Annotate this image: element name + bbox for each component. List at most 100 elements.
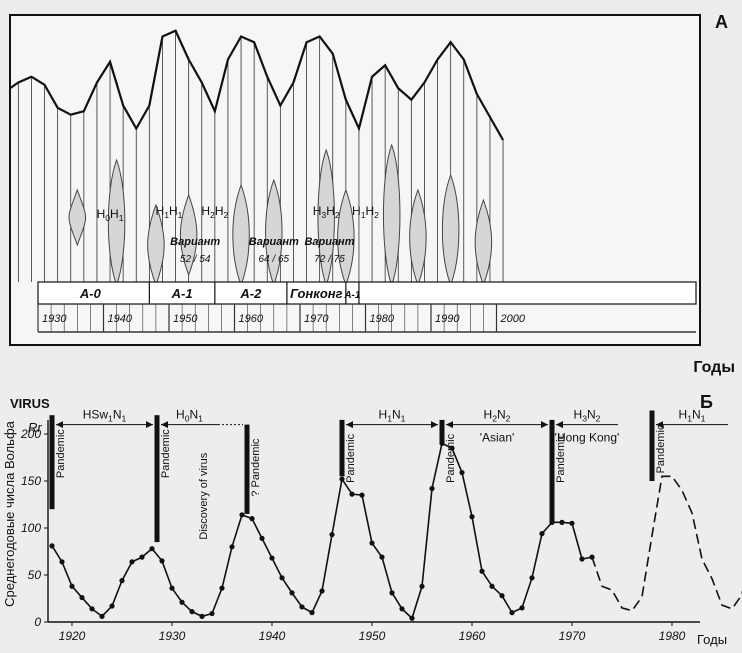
sunspot-series-line (591, 475, 742, 612)
sunspot-point (529, 575, 535, 581)
panel-b-letter: Б (700, 392, 713, 412)
panel-a-x-axis-label: Годы (693, 359, 735, 376)
panel-a-year-label: 1930 (42, 313, 67, 325)
panel-b-x-tick-label: 1920 (59, 629, 86, 643)
panel-a-year-label: 1970 (304, 313, 329, 325)
leaf-shape (382, 143, 401, 287)
panel-a-year-label: 1950 (173, 313, 198, 325)
sunspot-point (379, 554, 385, 560)
panel-b-x-tick-label: 1950 (359, 629, 386, 643)
panel-b-y-axis-label: Среднегодовые числа Вольфа (2, 420, 17, 606)
discovery-label: Discovery of virus (198, 452, 210, 539)
panel-a-year-label: 2000 (500, 313, 526, 325)
sunspot-point (509, 610, 515, 616)
sunspot-point (269, 555, 275, 561)
leaf-shape (107, 158, 126, 287)
sunspot-point (169, 585, 175, 591)
arrow-head-right (431, 421, 438, 429)
sunspot-point (289, 590, 295, 596)
panel-b-x-axis-label: Годы (697, 632, 727, 647)
arrow-head-left (161, 421, 168, 429)
sunspot-point (259, 535, 265, 541)
leaf-shape (147, 203, 165, 287)
leaf-shape (441, 173, 460, 287)
sunspot-point (369, 540, 375, 546)
sunspot-point (569, 520, 575, 526)
subtype-arrow-label: H3N2 (574, 408, 601, 424)
subtype-label: H0H1 (97, 207, 124, 223)
sunspot-point (239, 512, 245, 518)
variant-label: Вариант (249, 236, 299, 248)
pandemic-bar (49, 415, 55, 510)
sunspot-point (299, 604, 305, 610)
pandemic-label: Pandemic (345, 433, 357, 482)
pandemic-label: Pandemic (55, 429, 67, 478)
sunspot-point (359, 492, 365, 498)
sunspot-point (329, 531, 335, 538)
panel-b-x-tick-label: 1930 (159, 629, 186, 643)
sunspot-point (319, 588, 325, 594)
arrow-head-left (346, 421, 353, 429)
panel-b-y-tick-label: 150 (21, 474, 41, 488)
panel-a-year-label: 1980 (370, 313, 395, 325)
panel-b-x-tick-label: 1940 (259, 629, 286, 643)
sunspot-point (349, 491, 355, 497)
leaf-shape (409, 188, 427, 287)
pandemic-bar (439, 419, 445, 444)
period-label: A-2 (239, 286, 262, 301)
subtype-arrow-label: HSw1N1 (83, 408, 127, 424)
pandemic-label: Pandemic (655, 424, 667, 473)
sunspot-point (59, 559, 65, 565)
period-label: Гонконг (290, 286, 343, 301)
period-label: A-1 (171, 286, 193, 301)
arrow-head-left (656, 421, 663, 429)
sunspot-point (229, 544, 235, 550)
pandemic-bar (549, 419, 555, 524)
sunspot-point (189, 609, 195, 615)
subtype-label: H2H2 (201, 204, 228, 220)
sunspot-point (199, 613, 205, 619)
subtype-arrow-label: H1N1 (379, 408, 406, 424)
sunspot-point (429, 485, 435, 492)
sunspot-point (89, 606, 95, 612)
leaf-shape (474, 198, 493, 287)
sunspot-point (479, 568, 485, 574)
leaf-shape (232, 183, 250, 287)
sunspot-point (209, 610, 215, 617)
leaf-shape (265, 178, 283, 287)
sunspot-point (409, 615, 415, 621)
panel-b-y-tick-label: 50 (28, 568, 42, 582)
leaf-shape (179, 193, 198, 277)
subtype-arrow-sublabel: 'Hong Kong' (555, 431, 620, 445)
subtype-label: H1H2 (352, 204, 379, 220)
sunspot-point (149, 546, 155, 552)
variant-years: 72 / 75 (314, 254, 345, 265)
panel-a-year-label: 1960 (239, 313, 264, 325)
subtype-arrow-label: H2N2 (484, 408, 511, 424)
subtype-arrow-label: H0N1 (176, 408, 203, 424)
sunspot-point (389, 590, 395, 596)
sunspot-point (399, 606, 405, 612)
sunspot-point (129, 559, 135, 565)
panel-b-x-tick-label: 1970 (559, 629, 586, 643)
leaf-shape (68, 188, 86, 247)
period-label: A-0 (79, 286, 102, 301)
variant-years: 52 / 54 (180, 254, 211, 265)
pandemic-label: ? Pandemic (250, 438, 262, 497)
leaf-shape (317, 148, 335, 287)
arrow-head-right (541, 421, 548, 429)
pandemic-label: Pandemic (445, 433, 457, 482)
arrow-head-right (146, 421, 153, 429)
leaf-shape (337, 188, 355, 287)
sunspot-point (309, 610, 315, 616)
sunspot-point (109, 603, 115, 609)
panel-b-y-tick-label: 100 (21, 521, 41, 535)
sunspot-point (449, 445, 455, 451)
panel-b-virus-label: VIRUS (10, 396, 50, 411)
sunspot-point (489, 583, 495, 589)
variant-label: Вариант (170, 236, 220, 248)
panel-a-year-label: 1990 (435, 313, 460, 325)
sunspot-point (459, 469, 465, 476)
pandemic-bar (154, 415, 160, 543)
